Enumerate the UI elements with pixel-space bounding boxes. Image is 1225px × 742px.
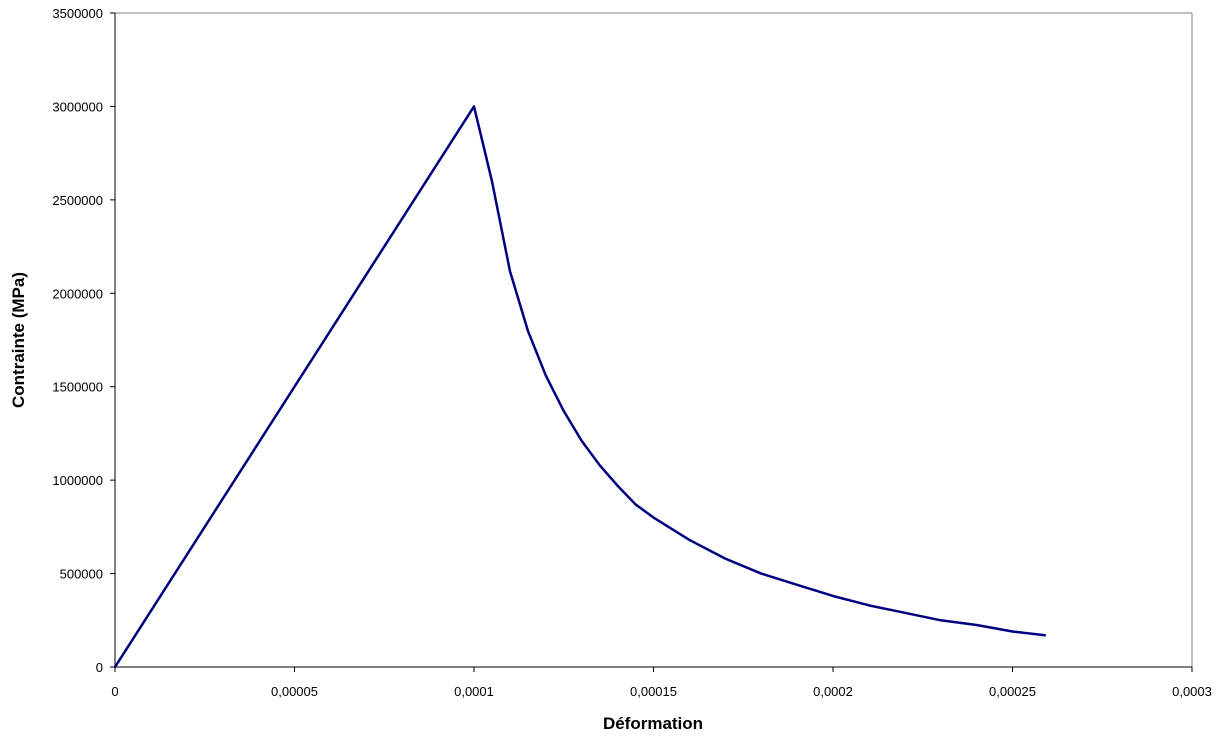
- x-tick-label: 0,0003: [1172, 684, 1212, 699]
- y-tick-label: 0: [96, 660, 103, 675]
- y-tick-label: 2500000: [52, 193, 103, 208]
- series-line: [113, 105, 1047, 669]
- ticks-group: 0 0,00005 0,0001 0,00015 0,0002 0,00025 0,0003…: [52, 6, 1212, 699]
- x-axis-title: Déformation: [603, 714, 703, 733]
- y-axis-title: Contrainte (MPa): [9, 272, 28, 408]
- series-group: [113, 105, 1047, 669]
- x-tick-label: 0: [111, 684, 118, 699]
- y-tick-label: 1500000: [52, 380, 103, 395]
- y-tick-label: 1000000: [52, 473, 103, 488]
- x-tick-label: 0,0002: [813, 684, 853, 699]
- x-tick-label: 0,00005: [271, 684, 318, 699]
- y-tick-label: 3500000: [52, 6, 103, 21]
- x-tick-label: 0,00015: [630, 684, 677, 699]
- y-tick-label: 2000000: [52, 286, 103, 301]
- y-tick-label: 500000: [60, 567, 103, 582]
- plot-area: [115, 13, 1192, 667]
- y-tick-label: 3000000: [52, 99, 103, 114]
- x-tick-label: 0,0001: [454, 684, 494, 699]
- x-tick-label: 0,00025: [989, 684, 1036, 699]
